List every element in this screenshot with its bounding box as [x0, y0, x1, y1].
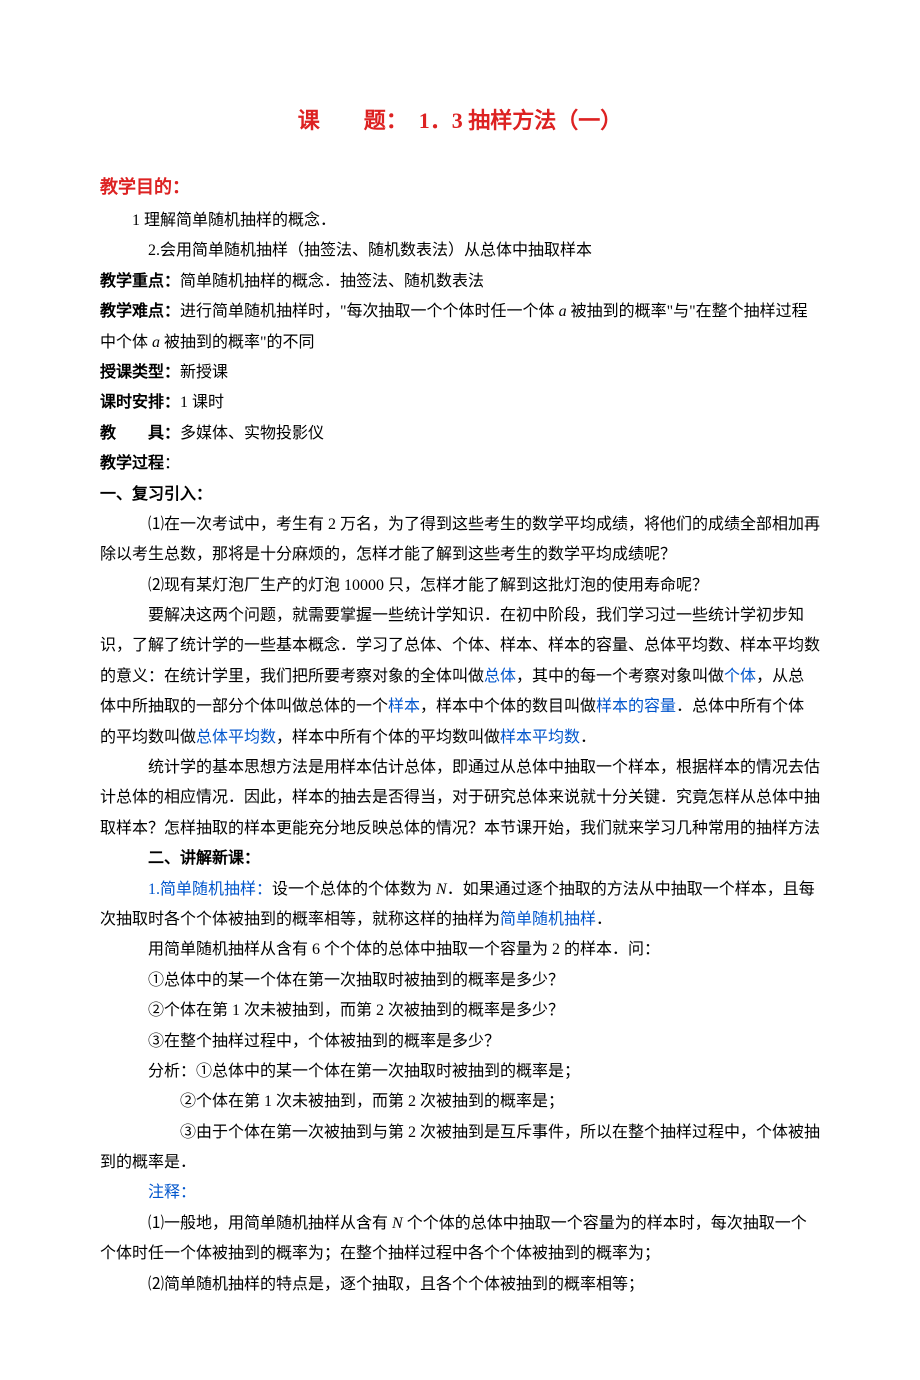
class-hours-line: 课时安排：1 课时 [100, 388, 820, 418]
focal-points-label: 教学重点： [100, 273, 180, 290]
analysis-3: ③由于个体在第一次被抽到与第 2 次被抽到是互斥事件，所以在整个抽样过程中，个体… [100, 1118, 820, 1179]
note-2: ⑵简单随机抽样的特点是，逐个抽取，且各个个体被抽到的概率相等； [100, 1270, 820, 1300]
focal-points-line: 教学重点：简单随机抽样的概念．抽签法、随机数表法 [100, 267, 820, 297]
review-para-4: 统计学的基本思想方法是用样本估计总体，即通过从总体中抽取一个样本，根据样本的情况… [100, 753, 820, 844]
var-a-2: a [152, 334, 160, 351]
example-q3: ③在整个抽样过程中，个体被抽到的概率是多少？ [100, 1027, 820, 1057]
term-zongti: 总体 [484, 668, 516, 685]
difficult-points-line: 教学难点：进行简单随机抽样时，"每次抽取一个个体时任一个体 a 被抽到的概率"与… [100, 297, 820, 358]
lesson-type-text: 新授课 [180, 364, 228, 381]
teaching-tools-label: 教 具： [100, 425, 180, 442]
note-1-a: ⑴一般地，用简单随机抽样从含有 [148, 1215, 392, 1232]
teaching-process-label: 教学过程 [100, 455, 164, 472]
focal-points-text: 简单随机抽样的概念．抽签法、随机数表法 [180, 273, 484, 290]
review-para-3: 要解决这两个问题，就需要掌握一些统计学知识．在初中阶段，我们学习过一些统计学初步… [100, 601, 820, 753]
example-intro: 用简单随机抽样从含有 6 个个体的总体中抽取一个容量为 2 的样本．问： [100, 935, 820, 965]
srs-text-1: 设一个总体的个体数为 [272, 881, 436, 898]
var-n-2: N [392, 1215, 403, 1232]
srs-text-3: ． [596, 911, 612, 928]
lesson-type-line: 授课类型：新授课 [100, 358, 820, 388]
teaching-process-line: 教学过程： [100, 449, 820, 479]
notes-label: 注释： [148, 1184, 196, 1201]
notes-label-line: 注释： [100, 1178, 820, 1208]
new-lesson-heading: 二、讲解新课： [100, 844, 820, 874]
review-p3-b: ，其中的每一个考察对象叫做 [516, 668, 724, 685]
term-yangbenavg: 样本平均数 [500, 729, 580, 746]
var-a-1: a [559, 303, 567, 320]
title-label: 课 题： [298, 108, 397, 133]
review-heading: 一、复习引入： [100, 480, 820, 510]
term-geti: 个体 [724, 668, 756, 685]
teaching-tools-text: 多媒体、实物投影仪 [180, 425, 324, 442]
goal-2: 2.会用简单随机抽样（抽签法、随机数表法）从总体中抽取样本 [100, 236, 820, 266]
review-para-2: ⑵现有某灯泡厂生产的灯泡 10000 只，怎样才能了解到这批灯泡的使用寿命呢？ [100, 571, 820, 601]
title-text: 1．3 抽样方法（一） [397, 108, 623, 133]
goal-1: 1 理解简单随机抽样的概念． [100, 206, 820, 236]
review-p3-f: ，样本中所有个体的平均数叫做 [276, 729, 500, 746]
review-p3-g: ． [580, 729, 596, 746]
difficult-points-text-1: 进行简单随机抽样时，"每次抽取一个个体时任一个体 [180, 303, 559, 320]
srs-term: 简单随机抽样 [500, 911, 596, 928]
document-page: 课 题： 1．3 抽样方法（一） 教学目的： 1 理解简单随机抽样的概念． 2.… [0, 0, 920, 1380]
note-1: ⑴一般地，用简单随机抽样从含有 N 个个体的总体中抽取一个容量为的样本时，每次抽… [100, 1209, 820, 1270]
example-q1: ①总体中的某一个体在第一次抽取时被抽到的概率是多少？ [100, 966, 820, 996]
lesson-type-label: 授课类型： [100, 364, 180, 381]
srs-definition: 1.简单随机抽样：设一个总体的个体数为 N．如果通过逐个抽取的方法从中抽取一个样… [100, 875, 820, 936]
analysis-2: ②个体在第 1 次未被抽到，而第 2 次被抽到的概率是； [100, 1087, 820, 1117]
term-rongliang: 样本的容量 [596, 698, 676, 715]
class-hours-text: 1 课时 [180, 394, 224, 411]
teaching-tools-line: 教 具：多媒体、实物投影仪 [100, 419, 820, 449]
difficult-points-text-3: 被抽到的概率"的不同 [160, 334, 315, 351]
var-n-1: N [436, 881, 447, 898]
term-zongtiavg: 总体平均数 [196, 729, 276, 746]
example-q2: ②个体在第 1 次未被抽到，而第 2 次被抽到的概率是多少？ [100, 996, 820, 1026]
review-para-1: ⑴在一次考试中，考生有 2 万名，为了得到这些考生的数学平均成绩，将他们的成绩全… [100, 510, 820, 571]
term-yangben: 样本 [388, 698, 420, 715]
analysis-1: 分析：①总体中的某一个体在第一次抽取时被抽到的概率是； [100, 1057, 820, 1087]
teaching-process-colon: ： [164, 455, 180, 472]
teaching-goals-heading: 教学目的： [100, 170, 820, 204]
class-hours-label: 课时安排： [100, 394, 180, 411]
difficult-points-label: 教学难点： [100, 303, 180, 320]
lesson-title: 课 题： 1．3 抽样方法（一） [100, 100, 820, 142]
review-p3-d: ，样本中个体的数目叫做 [420, 698, 596, 715]
srs-label: 1.简单随机抽样： [148, 881, 272, 898]
